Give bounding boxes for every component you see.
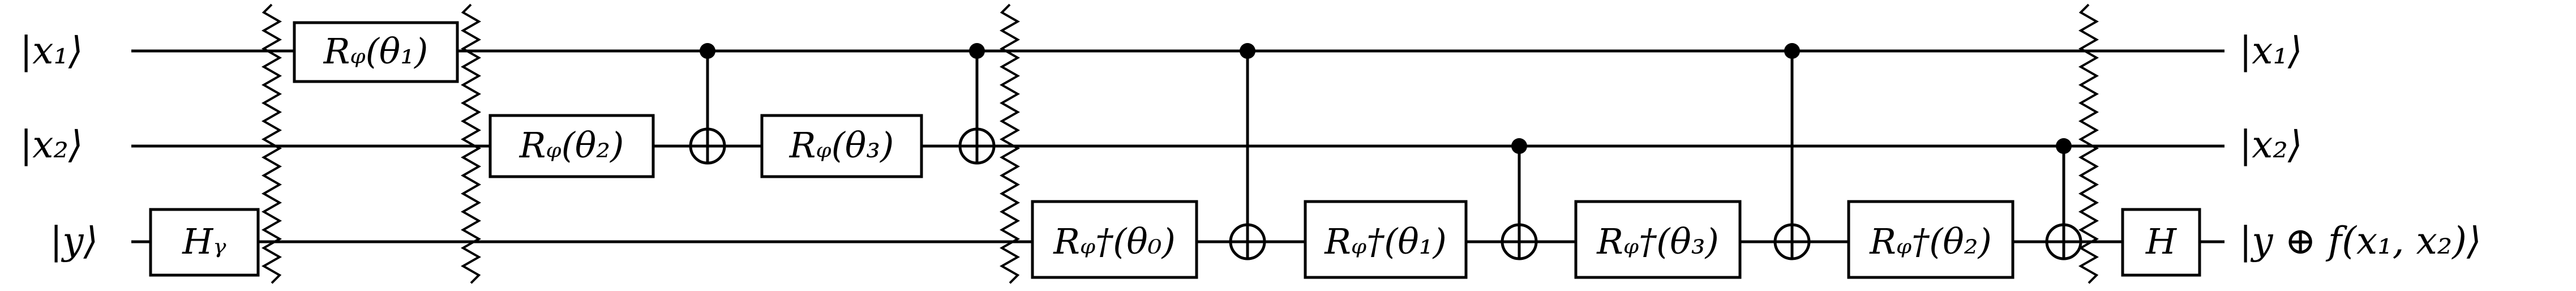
cnot-5-target <box>1773 223 1811 260</box>
cnot-6-control-dot <box>2056 138 2072 154</box>
barrier-3 <box>999 3 1021 284</box>
input-label-y: |y⟩ <box>50 219 98 263</box>
gate-rz-dagger-theta0-label: Rᵩ†(θ₀) <box>1053 221 1176 262</box>
gate-h-label: H <box>2145 221 2178 262</box>
input-label-x2: |x₂⟩ <box>20 123 83 166</box>
output-label-y: |y ⊕ f(x₁, x₂)⟩ <box>2239 219 2481 263</box>
gate-rz-theta3 <box>760 114 923 178</box>
gate-hy-label: Hᵧ <box>182 221 226 262</box>
cnot-6-target <box>2045 223 2082 260</box>
cnot-2-target <box>958 127 996 165</box>
gate-rz-dagger-theta1 <box>1304 200 1468 279</box>
cnot-5-control-dot <box>1784 43 1800 59</box>
gate-rz-dagger-theta3-label: Rᵩ†(θ₃) <box>1596 221 1719 262</box>
cnot-4-control-dot <box>1511 138 1527 154</box>
cnot-3-target <box>1229 223 1266 260</box>
output-label-x1: |x₁⟩ <box>2239 29 2303 72</box>
gate-rz-theta1 <box>293 21 459 83</box>
gate-rz-theta2-label: Rᵩ(θ₂) <box>519 125 624 166</box>
gate-hy <box>149 208 260 277</box>
barrier-4 <box>2078 3 2099 284</box>
cnot-3-control-dot <box>1240 43 1255 59</box>
cnot-1-control-dot <box>700 43 715 59</box>
gate-rz-theta2 <box>488 114 655 178</box>
barrier-1 <box>261 3 282 284</box>
output-label-x2: |x₂⟩ <box>2239 123 2303 166</box>
gate-rz-dagger-theta2 <box>1847 200 2014 279</box>
gate-rz-dagger-theta1-label: Rᵩ†(θ₁) <box>1324 221 1447 262</box>
barrier-2 <box>460 3 482 284</box>
gate-rz-theta3-label: Rᵩ(θ₃) <box>789 125 894 166</box>
gate-rz-dagger-theta2-label: Rᵩ†(θ₂) <box>1869 221 1992 262</box>
cnot-4-target <box>1501 223 1538 260</box>
cnot-1-target <box>689 127 726 165</box>
cnot-2-control-dot <box>969 43 985 59</box>
gate-h <box>2121 208 2201 277</box>
gate-rz-theta1-label: Rᵩ(θ₁) <box>323 31 428 72</box>
input-label-x1: |x₁⟩ <box>20 29 83 72</box>
gate-rz-dagger-theta3 <box>1574 200 1742 279</box>
gate-rz-dagger-theta0 <box>1031 200 1198 279</box>
